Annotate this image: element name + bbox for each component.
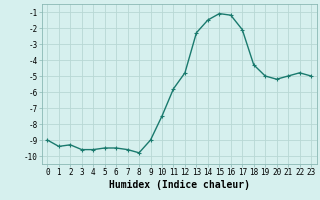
X-axis label: Humidex (Indice chaleur): Humidex (Indice chaleur) (109, 180, 250, 190)
